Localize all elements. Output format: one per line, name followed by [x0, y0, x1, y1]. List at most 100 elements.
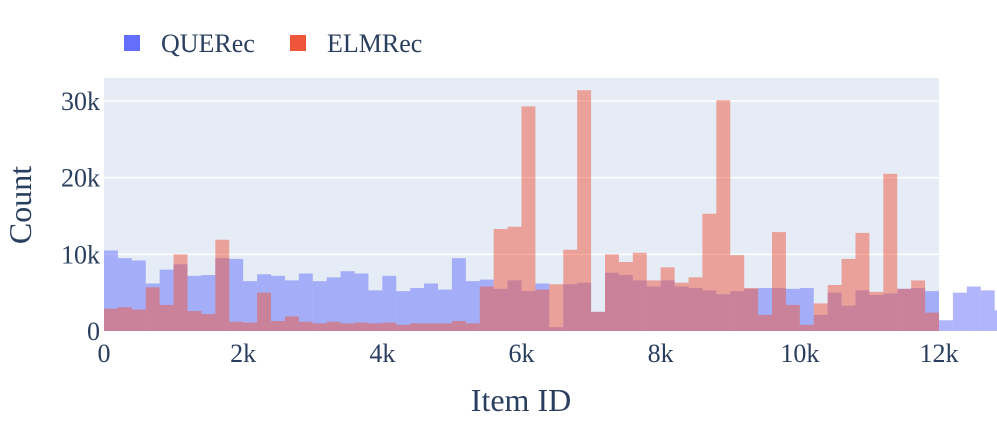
x-tick-label: 12k — [920, 339, 959, 368]
bar-elmrec — [159, 304, 174, 331]
y-tick-label: 10k — [61, 240, 100, 269]
legend-swatch — [290, 35, 306, 51]
bar-elmrec — [855, 232, 870, 331]
bar-querec — [939, 320, 953, 331]
bar-elmrec — [521, 106, 536, 331]
bar-querec — [799, 288, 814, 331]
bar-querec — [410, 288, 425, 331]
bar-elmrec — [229, 321, 244, 331]
y-tick-labels: 0 10k 20k 30k — [61, 87, 100, 346]
bar-elmrec — [632, 252, 647, 331]
bar-elmrec — [368, 323, 383, 331]
bar-elmrec — [660, 267, 675, 331]
bar-elmrec — [201, 314, 216, 331]
x-tick-label: 0 — [98, 339, 111, 368]
bar-elmrec — [312, 323, 327, 331]
bar-elmrec — [674, 282, 689, 331]
bar-elmrec — [744, 288, 759, 331]
bar-elmrec — [646, 280, 661, 331]
bar-elmrec — [785, 304, 800, 331]
bars — [104, 90, 997, 332]
bar-elmrec — [424, 323, 438, 331]
bar-elmrec — [577, 90, 592, 332]
bar-querec — [368, 290, 383, 331]
bar-elmrec — [215, 239, 230, 331]
bar-querec — [271, 275, 285, 331]
bar-elmrec — [605, 254, 619, 331]
bar-querec — [994, 310, 997, 331]
bar-querec — [326, 277, 341, 331]
bar-elmrec — [479, 286, 494, 331]
bar-elmrec — [618, 262, 633, 331]
y-tick-label: 0 — [87, 317, 100, 346]
bar-querec — [298, 273, 313, 331]
bar-elmrec — [827, 285, 842, 331]
bar-elmrec — [702, 213, 717, 331]
x-tick-labels: 0 2k 4k 6k 8k 10k 12k — [98, 339, 959, 368]
bar-elmrec — [591, 311, 605, 331]
bar-elmrec — [271, 321, 285, 331]
bar-elmrec — [284, 316, 299, 331]
bar-elmrec — [716, 100, 731, 331]
bar-querec — [952, 292, 967, 331]
bar-elmrec — [340, 323, 355, 331]
bar-querec — [438, 289, 452, 331]
legend-label: QUERec — [161, 29, 255, 58]
x-tick-label: 8k — [648, 339, 674, 368]
bar-querec — [340, 271, 355, 331]
bar-elmrec — [925, 312, 939, 331]
bar-elmrec — [869, 291, 884, 331]
bar-elmrec — [410, 323, 425, 331]
legend-item-elmrec[interactable]: ELMRec — [290, 29, 422, 58]
bar-elmrec — [730, 255, 745, 331]
bar-querec — [396, 291, 411, 331]
bar-elmrec — [354, 322, 369, 331]
legend-label: ELMRec — [327, 29, 422, 58]
bar-elmrec — [841, 258, 856, 331]
x-tick-label: 6k — [509, 339, 535, 368]
bar-querec — [465, 281, 480, 331]
bar-elmrec — [507, 226, 522, 331]
bar-elmrec — [911, 280, 926, 331]
bar-elmrec — [257, 292, 271, 331]
bar-querec — [312, 281, 327, 331]
bar-elmrec — [493, 229, 508, 331]
bar-elmrec — [243, 322, 258, 331]
y-axis-title: Count — [2, 166, 38, 244]
bar-querec — [229, 258, 244, 331]
bar-elmrec — [465, 323, 480, 331]
bar-elmrec — [883, 173, 898, 331]
bar-elmrec — [451, 321, 466, 331]
x-tick-label: 4k — [369, 339, 395, 368]
bar-elmrec — [173, 254, 188, 331]
bar-querec — [966, 286, 981, 331]
bar-elmrec — [187, 311, 202, 331]
bar-querec — [382, 275, 397, 331]
y-tick-label: 20k — [61, 164, 100, 193]
bar-elmrec — [535, 289, 550, 331]
bar-elmrec — [549, 284, 564, 331]
bar-querec — [980, 290, 995, 331]
bar-querec — [424, 283, 438, 331]
x-tick-label: 2k — [230, 339, 256, 368]
legend-item-querec[interactable]: QUERec — [124, 29, 255, 58]
bar-elmrec — [145, 287, 160, 331]
bar-querec — [243, 281, 258, 331]
legend[interactable]: QUERec ELMRec — [124, 29, 422, 58]
x-axis-title: Item ID — [471, 382, 571, 418]
bar-elmrec — [117, 307, 132, 331]
bar-elmrec — [688, 277, 703, 331]
bar-elmrec — [563, 249, 578, 331]
bar-elmrec — [382, 322, 397, 331]
bar-elmrec — [438, 323, 452, 331]
bar-elmrec — [298, 321, 313, 331]
series-elmrec — [104, 90, 939, 332]
bar-elmrec — [396, 324, 411, 331]
bar-elmrec — [131, 309, 146, 331]
x-tick-label: 10k — [780, 339, 819, 368]
bar-elmrec — [897, 288, 912, 331]
bar-elmrec — [758, 314, 772, 331]
bar-elmrec — [104, 308, 118, 331]
bar-querec — [451, 258, 466, 331]
